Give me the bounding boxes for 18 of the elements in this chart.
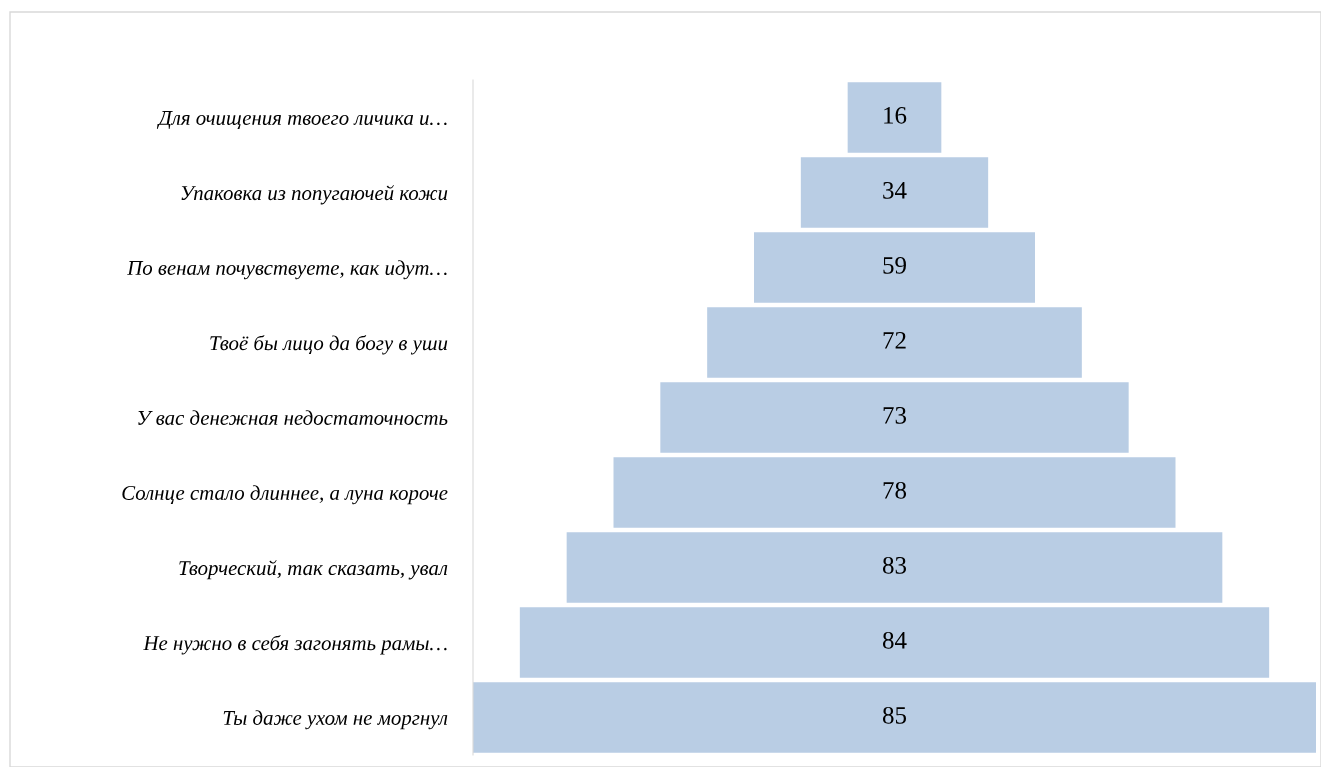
data-label: 78 (883, 481, 907, 499)
category-label: По венам почувствуете, как идут… (127, 260, 447, 280)
category-label: Твоё бы лицо да богу в уши (210, 335, 448, 355)
data-label: 85 (882, 706, 907, 724)
category-label: Ты даже ухом не моргнул (223, 710, 448, 730)
data-label: 73 (883, 406, 907, 424)
category-label: У вас денежная недостаточность (138, 410, 448, 425)
category-label: Упаковка из попугаючей кожи (181, 185, 448, 205)
data-label: 83 (882, 556, 907, 574)
data-label: 59 (883, 256, 906, 274)
category-label: Не нужно в себя загонять рамы… (143, 635, 447, 655)
data-label: 16 (884, 106, 907, 124)
category-label: Солнце стало длиннее, а луна короче (122, 485, 448, 505)
category-label: Творческий, так сказать, увал (179, 560, 448, 580)
data-label: 34 (883, 181, 907, 199)
category-label: Для очищения твоего личика и… (156, 111, 447, 129)
data-label: 84 (882, 631, 907, 649)
data-label: 72 (883, 331, 906, 349)
